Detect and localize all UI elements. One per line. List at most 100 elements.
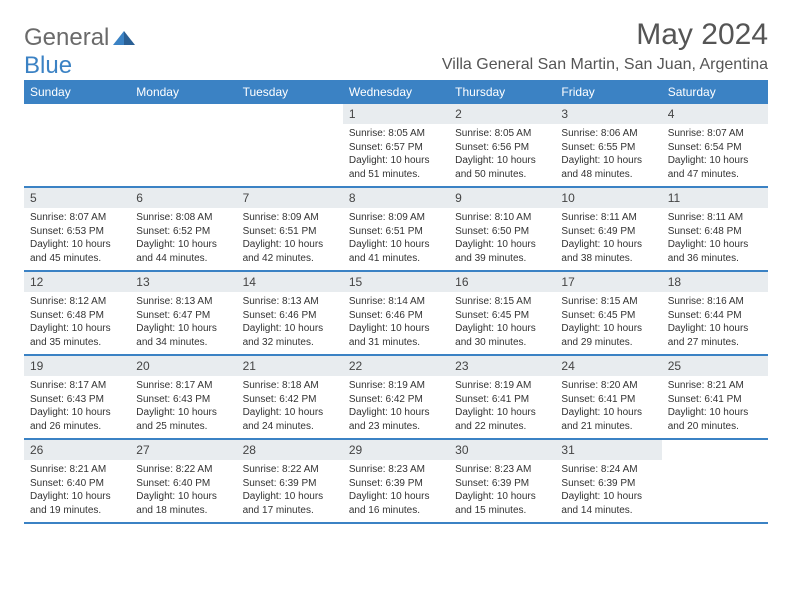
day-body: Sunrise: 8:14 AMSunset: 6:46 PMDaylight:…: [343, 292, 449, 354]
day-cell: [130, 104, 236, 186]
sunrise-text: Sunrise: 8:07 AM: [668, 127, 762, 141]
day-number: 19: [24, 356, 130, 376]
day-cell: 6Sunrise: 8:08 AMSunset: 6:52 PMDaylight…: [130, 188, 236, 270]
sunrise-text: Sunrise: 8:21 AM: [668, 379, 762, 393]
day-number: 14: [237, 272, 343, 292]
sunrise-text: Sunrise: 8:09 AM: [349, 211, 443, 225]
day-number: 6: [130, 188, 236, 208]
day-cell: 20Sunrise: 8:17 AMSunset: 6:43 PMDayligh…: [130, 356, 236, 438]
daylight-text: Daylight: 10 hours and 32 minutes.: [243, 322, 337, 349]
sunrise-text: Sunrise: 8:19 AM: [455, 379, 549, 393]
day-cell: 17Sunrise: 8:15 AMSunset: 6:45 PMDayligh…: [555, 272, 661, 354]
day-number: 15: [343, 272, 449, 292]
daylight-text: Daylight: 10 hours and 50 minutes.: [455, 154, 549, 181]
sunset-text: Sunset: 6:41 PM: [561, 393, 655, 407]
weekday-header: Friday: [555, 80, 661, 104]
day-cell: 21Sunrise: 8:18 AMSunset: 6:42 PMDayligh…: [237, 356, 343, 438]
sunrise-text: Sunrise: 8:24 AM: [561, 463, 655, 477]
sunset-text: Sunset: 6:52 PM: [136, 225, 230, 239]
logo-line2: Blue: [24, 52, 72, 80]
sunset-text: Sunset: 6:39 PM: [243, 477, 337, 491]
day-cell: [237, 104, 343, 186]
triangle-icon: [113, 24, 135, 52]
day-body: Sunrise: 8:07 AMSunset: 6:54 PMDaylight:…: [662, 124, 768, 186]
daylight-text: Daylight: 10 hours and 17 minutes.: [243, 490, 337, 517]
weekday-header: Sunday: [24, 80, 130, 104]
sunrise-text: Sunrise: 8:09 AM: [243, 211, 337, 225]
day-body: [24, 124, 130, 186]
daylight-text: Daylight: 10 hours and 26 minutes.: [30, 406, 124, 433]
sunrise-text: Sunrise: 8:13 AM: [136, 295, 230, 309]
sunset-text: Sunset: 6:50 PM: [455, 225, 549, 239]
day-cell: 7Sunrise: 8:09 AMSunset: 6:51 PMDaylight…: [237, 188, 343, 270]
day-body: Sunrise: 8:19 AMSunset: 6:42 PMDaylight:…: [343, 376, 449, 438]
daylight-text: Daylight: 10 hours and 51 minutes.: [349, 154, 443, 181]
sunset-text: Sunset: 6:44 PM: [668, 309, 762, 323]
daylight-text: Daylight: 10 hours and 35 minutes.: [30, 322, 124, 349]
sunrise-text: Sunrise: 8:17 AM: [30, 379, 124, 393]
day-body: Sunrise: 8:13 AMSunset: 6:46 PMDaylight:…: [237, 292, 343, 354]
daylight-text: Daylight: 10 hours and 39 minutes.: [455, 238, 549, 265]
day-body: [237, 124, 343, 186]
day-body: Sunrise: 8:16 AMSunset: 6:44 PMDaylight:…: [662, 292, 768, 354]
sunset-text: Sunset: 6:54 PM: [668, 141, 762, 155]
day-number: 28: [237, 440, 343, 460]
day-body: Sunrise: 8:05 AMSunset: 6:56 PMDaylight:…: [449, 124, 555, 186]
sunset-text: Sunset: 6:39 PM: [561, 477, 655, 491]
sunrise-text: Sunrise: 8:20 AM: [561, 379, 655, 393]
day-number: 3: [555, 104, 661, 124]
day-number: 10: [555, 188, 661, 208]
sunset-text: Sunset: 6:57 PM: [349, 141, 443, 155]
sunset-text: Sunset: 6:51 PM: [349, 225, 443, 239]
month-title: May 2024: [636, 18, 768, 52]
sunset-text: Sunset: 6:56 PM: [455, 141, 549, 155]
sunrise-text: Sunrise: 8:17 AM: [136, 379, 230, 393]
daylight-text: Daylight: 10 hours and 19 minutes.: [30, 490, 124, 517]
day-cell: 1Sunrise: 8:05 AMSunset: 6:57 PMDaylight…: [343, 104, 449, 186]
sunset-text: Sunset: 6:39 PM: [455, 477, 549, 491]
day-number: 31: [555, 440, 661, 460]
day-cell: 11Sunrise: 8:11 AMSunset: 6:48 PMDayligh…: [662, 188, 768, 270]
daylight-text: Daylight: 10 hours and 25 minutes.: [136, 406, 230, 433]
day-body: Sunrise: 8:17 AMSunset: 6:43 PMDaylight:…: [24, 376, 130, 438]
day-body: Sunrise: 8:23 AMSunset: 6:39 PMDaylight:…: [449, 460, 555, 522]
day-body: Sunrise: 8:24 AMSunset: 6:39 PMDaylight:…: [555, 460, 661, 522]
sunrise-text: Sunrise: 8:15 AM: [561, 295, 655, 309]
sunrise-text: Sunrise: 8:14 AM: [349, 295, 443, 309]
day-number: 7: [237, 188, 343, 208]
sunrise-text: Sunrise: 8:16 AM: [668, 295, 762, 309]
day-cell: [24, 104, 130, 186]
daylight-text: Daylight: 10 hours and 36 minutes.: [668, 238, 762, 265]
daylight-text: Daylight: 10 hours and 30 minutes.: [455, 322, 549, 349]
daylight-text: Daylight: 10 hours and 21 minutes.: [561, 406, 655, 433]
logo-text-1: General: [24, 24, 109, 52]
day-number: 5: [24, 188, 130, 208]
day-cell: 29Sunrise: 8:23 AMSunset: 6:39 PMDayligh…: [343, 440, 449, 522]
day-cell: 5Sunrise: 8:07 AMSunset: 6:53 PMDaylight…: [24, 188, 130, 270]
weekday-row: SundayMondayTuesdayWednesdayThursdayFrid…: [24, 80, 768, 104]
day-number: 23: [449, 356, 555, 376]
day-cell: 30Sunrise: 8:23 AMSunset: 6:39 PMDayligh…: [449, 440, 555, 522]
day-body: Sunrise: 8:10 AMSunset: 6:50 PMDaylight:…: [449, 208, 555, 270]
sunset-text: Sunset: 6:46 PM: [243, 309, 337, 323]
day-cell: 31Sunrise: 8:24 AMSunset: 6:39 PMDayligh…: [555, 440, 661, 522]
day-number: 29: [343, 440, 449, 460]
weekday-header: Monday: [130, 80, 236, 104]
day-body: Sunrise: 8:21 AMSunset: 6:40 PMDaylight:…: [24, 460, 130, 522]
day-cell: 8Sunrise: 8:09 AMSunset: 6:51 PMDaylight…: [343, 188, 449, 270]
day-body: [130, 124, 236, 186]
sunrise-text: Sunrise: 8:11 AM: [561, 211, 655, 225]
day-number: 20: [130, 356, 236, 376]
day-number: 11: [662, 188, 768, 208]
day-cell: 3Sunrise: 8:06 AMSunset: 6:55 PMDaylight…: [555, 104, 661, 186]
day-number: 8: [343, 188, 449, 208]
day-cell: 2Sunrise: 8:05 AMSunset: 6:56 PMDaylight…: [449, 104, 555, 186]
sunset-text: Sunset: 6:51 PM: [243, 225, 337, 239]
day-body: Sunrise: 8:08 AMSunset: 6:52 PMDaylight:…: [130, 208, 236, 270]
sunrise-text: Sunrise: 8:18 AM: [243, 379, 337, 393]
day-number: 26: [24, 440, 130, 460]
day-cell: 18Sunrise: 8:16 AMSunset: 6:44 PMDayligh…: [662, 272, 768, 354]
day-number: 16: [449, 272, 555, 292]
day-body: Sunrise: 8:11 AMSunset: 6:49 PMDaylight:…: [555, 208, 661, 270]
header-row: General May 2024: [24, 18, 768, 52]
